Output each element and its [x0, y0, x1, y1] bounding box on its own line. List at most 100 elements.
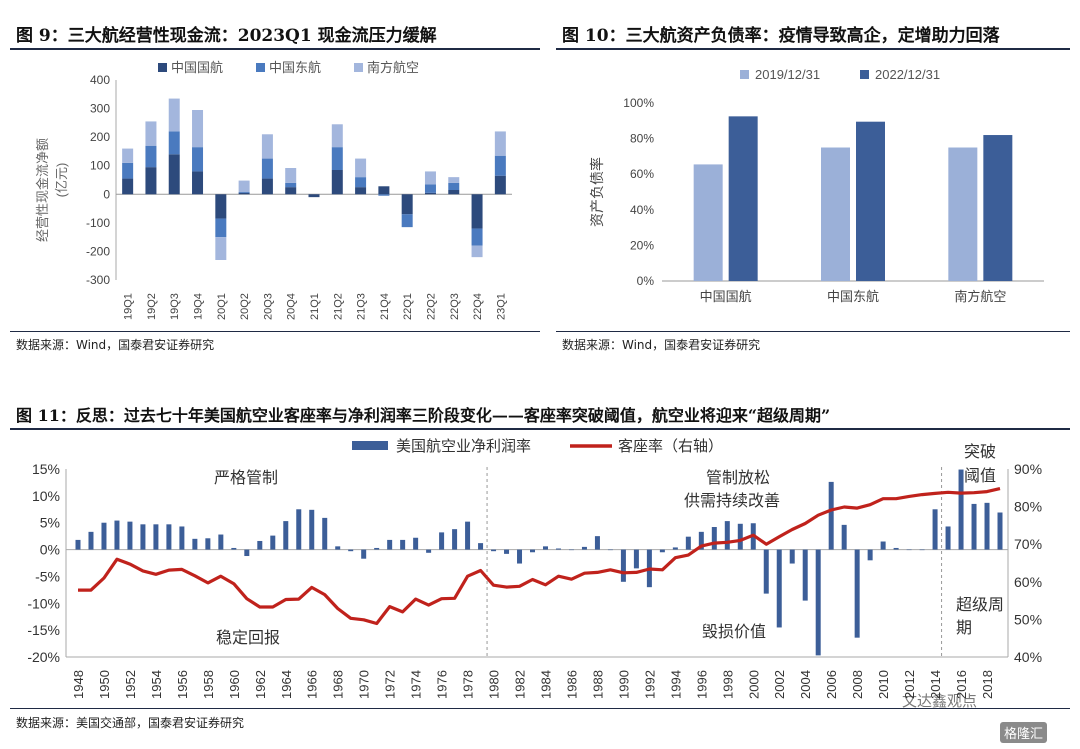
fig9-bar-segment — [448, 182, 460, 190]
fig11-profit-bar — [465, 521, 471, 550]
fig9-x-tick-label: 22Q1 — [402, 293, 414, 320]
fig9-x-tick-label: 22Q3 — [449, 293, 461, 320]
fig9-title: 图 9：三大航经营性现金流：2023Q1 现金流压力缓解 — [16, 26, 437, 46]
fig11-x-tick-label: 1956 — [175, 670, 190, 699]
fig9-bar-segment — [192, 171, 204, 195]
fig10-bar — [856, 121, 885, 281]
fig9-bar-segment — [471, 194, 483, 229]
fig10-bar — [728, 116, 758, 281]
fig11-profit-bar — [452, 529, 458, 550]
fig11-profit-bar — [166, 524, 172, 550]
fig10-y-tick-label: 80% — [630, 132, 654, 146]
fig11-profit-bar — [192, 538, 198, 550]
fig11-profit-bar — [568, 549, 574, 551]
fig11-profit-bar — [789, 549, 795, 564]
fig11-profit-bar — [828, 481, 834, 550]
fig9-bar-segment — [122, 148, 134, 163]
fig11-x-tick-label: 1996 — [694, 670, 709, 699]
fig10-y-tick-label: 0% — [637, 274, 655, 288]
fig11-right-tick-label: 70% — [1014, 536, 1042, 552]
fig9-bar-segment — [168, 98, 180, 132]
fig10-y-tick-label: 100% — [623, 96, 654, 110]
fig10-title: 图 10：三大航资产负债率：疫情导致高企，定增助力回落 — [562, 26, 1000, 46]
fig11-profit-bar — [633, 549, 639, 569]
fig9-top-rule — [10, 48, 540, 50]
fig11-annotation: 严格管制 — [214, 469, 278, 487]
fig11-profit-bar — [581, 546, 587, 550]
fig11-annotation: 供需持续改善 — [684, 492, 780, 510]
fig11-x-tick-label: 1998 — [720, 670, 735, 699]
fig11-profit-bar — [127, 521, 133, 550]
fig11-profit-bar — [906, 549, 912, 551]
fig9-x-tick-label: 21Q4 — [379, 293, 391, 320]
fig11-profit-bar — [815, 549, 821, 656]
fig11-profit-bar — [659, 549, 665, 553]
fig11-title: 图 11：反思：过去七十年美国航空业客座率与净利润率三阶段变化——客座率突破阈值… — [16, 406, 831, 425]
fig11-x-tick-label: 1990 — [616, 670, 631, 699]
fig9-bar-segment — [122, 162, 134, 179]
fig11-profit-bar — [244, 549, 250, 557]
fig11-profit-bar — [711, 527, 717, 550]
fig9-bar-segment — [261, 158, 273, 179]
fig11-x-tick-label: 1954 — [149, 670, 164, 699]
fig11-profit-bar — [594, 536, 600, 550]
fig9-x-tick-label: 21Q1 — [309, 293, 321, 320]
fig9-bar-segment — [238, 180, 250, 192]
fig11-annotation: 管制放松 — [706, 469, 770, 487]
fig11-profit-bar — [724, 521, 730, 550]
fig11-profit-bar — [997, 512, 1003, 550]
fig10-bottom-rule — [556, 331, 1070, 332]
fig9-x-tick-label: 19Q4 — [193, 293, 205, 320]
fig11-load-factor-line — [78, 487, 1001, 626]
fig11-profit-bar — [685, 536, 691, 550]
fig11-profit-bar — [179, 526, 185, 550]
watermark-logo: 格隆汇 — [1000, 722, 1048, 743]
fig9-bar-segment — [285, 187, 297, 195]
fig9-bar-segment — [494, 175, 506, 195]
fig10-source: 数据来源：Wind，国泰君安证券研究 — [562, 338, 761, 352]
fig11-profit-bar — [322, 517, 328, 550]
fig11-left-tick-label: -15% — [27, 622, 60, 638]
fig9-bar-segment — [494, 131, 506, 156]
fig11-profit-bar — [153, 524, 159, 550]
fig9-bar-segment — [192, 110, 204, 148]
fig9-legend-swatch — [256, 63, 265, 72]
fig9-bar-segment — [168, 154, 180, 195]
fig9-x-tick-label: 20Q1 — [216, 293, 228, 320]
fig11-right-tick-label: 40% — [1014, 649, 1042, 665]
fig11-x-tick-label: 1960 — [227, 670, 242, 699]
fig11-profit-bar — [439, 532, 445, 550]
fig10-bar — [693, 164, 723, 281]
fig11-legend-swatch-bars — [352, 441, 388, 450]
fig11-profit-bar — [348, 549, 354, 552]
fig9-y-tick-label: 400 — [90, 73, 110, 87]
fig11-x-tick-label: 1968 — [331, 670, 346, 699]
fig11-x-tick-label: 1994 — [668, 670, 683, 699]
fig9-bar-segment — [355, 158, 367, 178]
fig11-profit-bar — [958, 469, 964, 550]
fig9-bar-segment — [145, 145, 157, 168]
fig9-bar-segment — [308, 194, 320, 198]
fig11-profit-bar — [932, 509, 938, 550]
fig10-bar — [821, 147, 850, 281]
fig11-x-tick-label: 2000 — [746, 670, 761, 699]
fig9-y-tick-label: 100 — [90, 159, 110, 173]
fig9-x-tick-label: 19Q1 — [123, 293, 135, 320]
fig11-x-tick-label: 1970 — [357, 670, 372, 699]
fig11-profit-bar — [971, 503, 977, 550]
fig11-profit-bar — [478, 543, 484, 550]
fig11-right-tick-label: 90% — [1014, 461, 1042, 477]
fig9-y-axis-unit: (亿元) — [54, 163, 69, 198]
fig11-profit-bar — [737, 523, 743, 550]
fig11-right-tick-label: 80% — [1014, 499, 1042, 515]
watermark-text: 文达鑫观点 — [902, 692, 978, 710]
fig11-left-tick-label: -10% — [27, 595, 60, 611]
fig11-profit-bar — [88, 531, 94, 550]
fig9-legend-label: 中国东航 — [269, 60, 321, 75]
fig11-annotation: 稳定回报 — [216, 629, 280, 647]
fig11-left-tick-label: 5% — [40, 515, 60, 531]
fig11-x-tick-label: 1988 — [590, 670, 605, 699]
fig11-annotation: 期 — [956, 619, 972, 637]
fig9-legend-label: 南方航空 — [367, 60, 419, 75]
fig11-top-rule — [10, 428, 1070, 430]
